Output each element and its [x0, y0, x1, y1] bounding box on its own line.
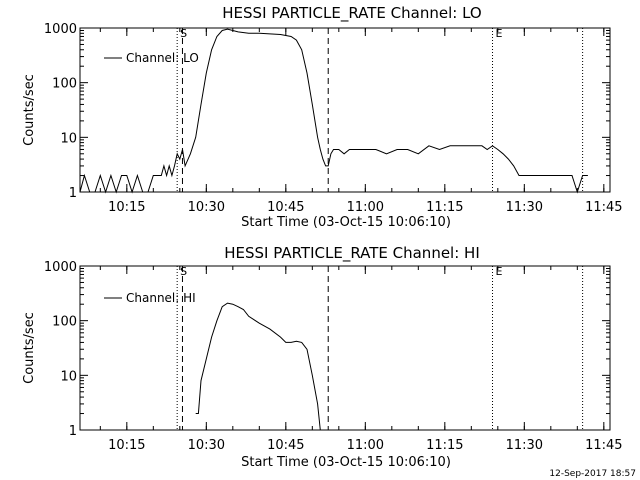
- series-layer: [195, 302, 321, 431]
- x-tick-label: 10:30: [188, 200, 225, 215]
- legend: Channel: HI: [104, 291, 196, 305]
- legend: Channel: LO: [104, 51, 199, 65]
- footer-timestamp: 12-Sep-2017 18:57: [549, 469, 636, 479]
- y-tick-label: 1000: [44, 260, 77, 275]
- marker-label: E: [496, 265, 503, 278]
- x-tick-label: 11:45: [585, 438, 622, 453]
- axis-ticks: 1 10 100 1000 10:15 10:30 10:45 11:00 11:15 11:30…: [44, 22, 623, 215]
- x-tick-label: 11:15: [426, 438, 463, 453]
- marker-label: S: [180, 27, 187, 40]
- chart-title: HESSI PARTICLE_RATE Channel: LO: [222, 4, 481, 23]
- x-tick-label: 10:30: [188, 438, 225, 453]
- plot-frame: [79, 27, 611, 193]
- x-tick-label: 10:45: [267, 200, 304, 215]
- y-tick-label: 10: [60, 131, 77, 146]
- y-tick-label: 1000: [44, 22, 77, 37]
- x-axis-label: Start Time (03-Oct-15 10:06:10): [241, 215, 451, 230]
- legend-entry: Channel: HI: [126, 291, 196, 305]
- x-tick-label: 10:15: [108, 200, 145, 215]
- y-tick-label: 100: [52, 315, 77, 330]
- chart-title: HESSI PARTICLE_RATE Channel: HI: [224, 244, 480, 263]
- x-tick-label: 11:45: [585, 200, 622, 215]
- x-axis-label: Start Time (03-Oct-15 10:06:10): [241, 455, 451, 470]
- marker-label: S: [180, 265, 187, 278]
- x-tick-label: 11:30: [506, 200, 543, 215]
- series-layer: [79, 28, 588, 194]
- x-tick-label: 10:15: [108, 438, 145, 453]
- chart-panel-lo: HESSI PARTICLE_RATE Channel: LO 1 10 100 10…: [22, 4, 623, 230]
- x-tick-label: 11:30: [506, 438, 543, 453]
- y-axis-label: Counts/sec: [22, 74, 37, 146]
- x-tick-label: 10:45: [267, 438, 304, 453]
- marker-label: E: [496, 27, 503, 40]
- legend-entry: Channel: LO: [126, 51, 199, 65]
- axis-ticks: 1 10 100 1000 10:15 10:30 10:45 11:00 11:15 11:30…: [44, 260, 623, 453]
- x-tick-label: 11:15: [426, 200, 463, 215]
- chart-panel-hi: HESSI PARTICLE_RATE Channel: HI 1 10 100 10…: [22, 244, 623, 470]
- x-tick-label: 11:00: [347, 438, 384, 453]
- y-tick-label: 1: [69, 186, 77, 201]
- y-tick-label: 10: [60, 369, 77, 384]
- y-tick-label: 1: [69, 424, 77, 439]
- x-tick-label: 11:00: [347, 200, 384, 215]
- series-line-0: [195, 302, 321, 431]
- y-axis-label: Counts/sec: [22, 312, 37, 384]
- plot-frame: [79, 265, 611, 431]
- y-tick-label: 100: [52, 77, 77, 92]
- series-line-0: [79, 28, 588, 194]
